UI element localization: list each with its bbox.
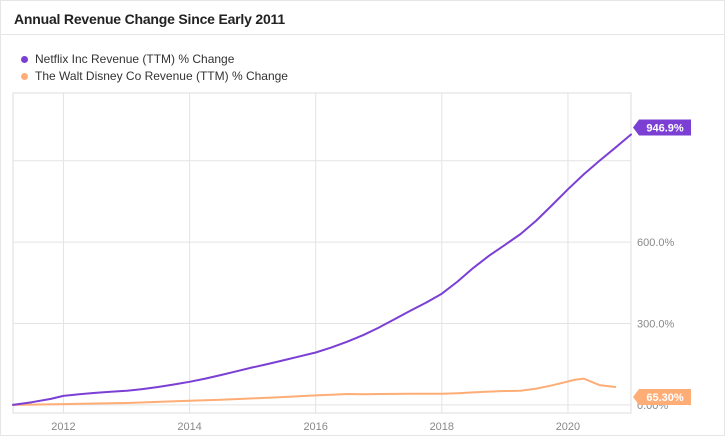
- legend-label-netflix: Netflix Inc Revenue (TTM) % Change: [35, 52, 235, 66]
- x-tick-label: 2016: [303, 421, 327, 433]
- chart-title: Annual Revenue Change Since Early 2011: [14, 11, 285, 27]
- x-tick-label: 2012: [51, 421, 75, 433]
- end-value-label-disney: 65.30%: [646, 392, 684, 404]
- x-tick-label: 2018: [430, 421, 454, 433]
- chart-legend: Netflix Inc Revenue (TTM) % Change The W…: [21, 51, 288, 85]
- series-line-disney[interactable]: [12, 377, 617, 406]
- y-tick-label: 600.0%: [637, 237, 675, 249]
- end-badge-netflix: [633, 119, 691, 136]
- y-tick-label: 300.0%: [637, 319, 675, 331]
- legend-label-disney: The Walt Disney Co Revenue (TTM) % Chang…: [35, 69, 288, 83]
- legend-marker-disney: [21, 72, 28, 80]
- end-badge-disney: [633, 388, 691, 405]
- x-tick-label: 2020: [556, 421, 580, 433]
- plot-area-border: [12, 92, 632, 414]
- title-divider: [1, 34, 724, 35]
- legend-item-disney[interactable]: The Walt Disney Co Revenue (TTM) % Chang…: [21, 68, 288, 84]
- end-value-label-netflix: 946.9%: [646, 122, 684, 134]
- legend-item-netflix[interactable]: Netflix Inc Revenue (TTM) % Change: [21, 51, 288, 67]
- legend-marker-netflix: [21, 55, 28, 63]
- series-line-netflix[interactable]: [12, 133, 632, 406]
- x-tick-label: 2014: [177, 421, 201, 433]
